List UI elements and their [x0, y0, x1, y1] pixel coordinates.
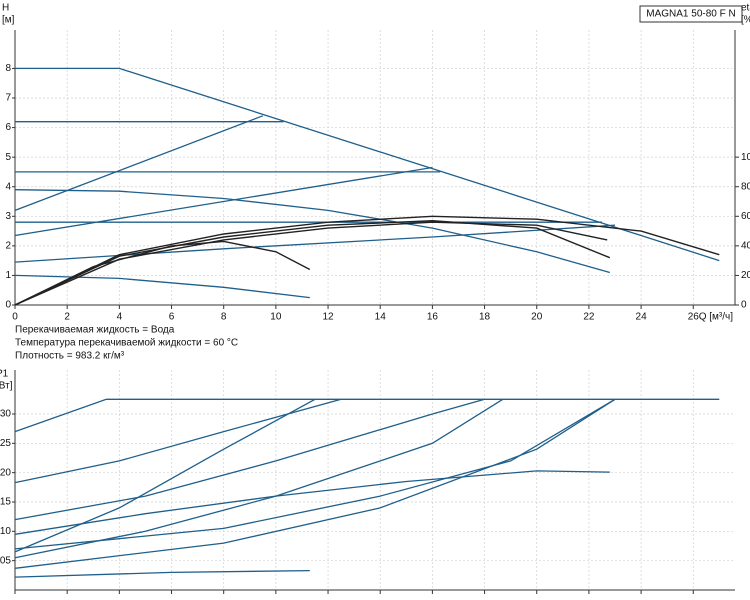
y-tick-label: 3: [5, 211, 11, 222]
curve: [14, 398, 316, 553]
y2-tick-label: 20: [741, 270, 750, 281]
x-tick-label: 4: [117, 312, 123, 323]
y2-tick-label: 100: [741, 152, 750, 163]
x-tick-label: 8: [221, 312, 227, 323]
y-tick-label: 2: [5, 241, 11, 252]
y-tick-label: 6: [5, 122, 11, 133]
y2-tick-label: 60: [741, 211, 750, 222]
curve: [14, 569, 310, 578]
y-unit: [Вт]: [0, 381, 13, 392]
y-unit: [м]: [2, 15, 15, 26]
x-tick-label: 24: [636, 312, 648, 323]
y-tick-label: 05: [0, 555, 11, 566]
curve: [14, 219, 611, 306]
y2-tick-label: 40: [741, 241, 750, 252]
y-tick-label: 15: [0, 497, 11, 508]
curve: [14, 398, 504, 559]
curve: [14, 240, 311, 306]
curve: [14, 215, 720, 306]
y-label: H: [2, 3, 9, 14]
curve: [14, 398, 616, 569]
curve: [14, 274, 310, 299]
y-tick-label: 7: [5, 93, 11, 104]
x-tick-label: 6: [169, 312, 175, 323]
curve: [14, 166, 433, 237]
y-tick-label: 30: [0, 409, 11, 420]
x-label: Q [м³/ч]: [699, 312, 734, 323]
curve: [14, 398, 485, 521]
x-tick-label: 0: [12, 312, 18, 323]
y2-unit: [%]: [741, 15, 750, 26]
y-tick-label: 8: [5, 63, 11, 74]
note: Плотность = 983.2 кг/м³: [15, 351, 125, 362]
curve: [14, 224, 616, 263]
x-tick-label: 12: [322, 312, 334, 323]
y2-tick-label: 0: [741, 300, 747, 311]
y2-label: eta: [741, 3, 750, 14]
x-tick-label: 26: [688, 312, 700, 323]
curve: [14, 398, 342, 484]
curve: [14, 470, 610, 535]
y-tick-label: 4: [5, 181, 11, 192]
chart-title: MAGNA1 50-80 F N: [646, 9, 735, 20]
y-label: P1: [0, 369, 9, 380]
y-tick-label: 10: [0, 526, 11, 537]
x-tick-label: 10: [270, 312, 282, 323]
y-tick-label: 1: [5, 270, 11, 281]
curve: [14, 115, 264, 212]
curve: [14, 398, 616, 550]
y-tick-label: 5: [5, 152, 11, 163]
x-tick-label: 14: [375, 312, 387, 323]
x-tick-label: 2: [64, 312, 70, 323]
note: Перекачиваемая жидкость = Вода: [15, 325, 175, 336]
curve: [14, 398, 720, 433]
note: Температура перекачиваемой жидкости = 60…: [15, 338, 238, 349]
y2-tick-label: 80: [741, 181, 750, 192]
curve: [15, 67, 720, 262]
x-tick-label: 22: [583, 312, 595, 323]
y-tick-label: 20: [0, 467, 11, 478]
x-tick-label: 20: [531, 312, 543, 323]
curve: [14, 189, 610, 274]
title-box: [639, 5, 743, 23]
y-tick-label: 25: [0, 438, 11, 449]
y-tick-label: 0: [5, 300, 11, 311]
x-tick-label: 18: [479, 312, 491, 323]
x-tick-label: 16: [427, 312, 439, 323]
